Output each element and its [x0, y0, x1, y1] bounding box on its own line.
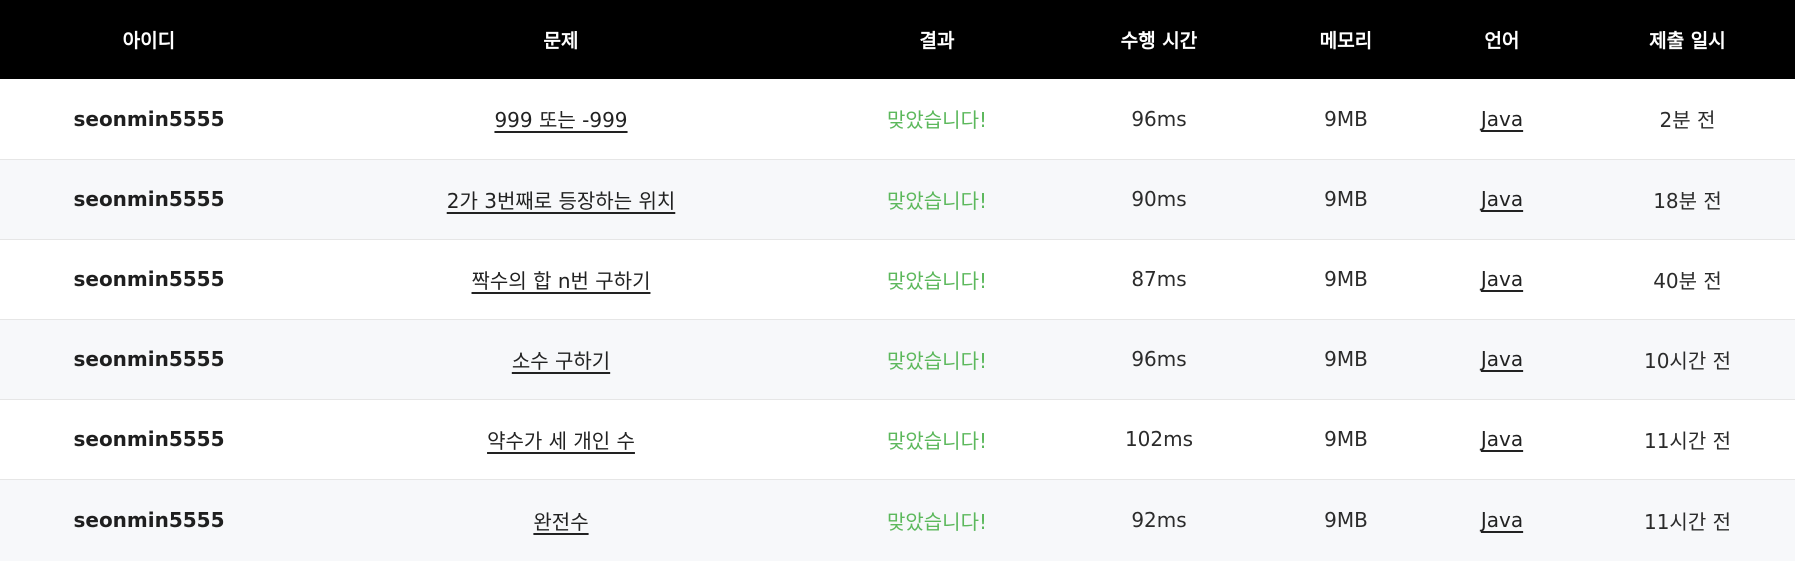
- run-time-cell: 96ms: [1131, 347, 1187, 371]
- submitted-at-cell: 11시간 전: [1643, 428, 1731, 453]
- problem-link[interactable]: 소수 구하기: [511, 348, 611, 373]
- run-time-cell: 87ms: [1131, 267, 1187, 291]
- language-link[interactable]: Java: [1480, 427, 1524, 451]
- problem-cell: 짝수의 합 n번 구하기: [298, 239, 824, 319]
- table-row: seonmin5555 완전수 맞았습니다! 92ms 9MB Java 11시…: [0, 479, 1795, 561]
- submitted-at-cell: 10시간 전: [1643, 348, 1731, 373]
- problem-link[interactable]: 약수가 세 개인 수: [487, 428, 635, 453]
- language-link[interactable]: Java: [1480, 347, 1524, 371]
- header-result: 결과: [919, 30, 955, 52]
- user-id-cell: seonmin5555: [73, 187, 225, 211]
- header-row: 아이디 문제 결과 수행 시간 메모리 언어 제출 일시: [0, 0, 1795, 79]
- problem-link[interactable]: 짝수의 합 n번 구하기: [471, 268, 651, 293]
- language-cell: Java: [1424, 159, 1580, 239]
- submitted-at-cell: 11시간 전: [1643, 509, 1731, 534]
- run-time-cell: 90ms: [1131, 187, 1187, 211]
- result-cell: 맞았습니다!: [886, 428, 988, 453]
- memory-cell: 9MB: [1324, 427, 1368, 451]
- problem-cell: 2가 3번째로 등장하는 위치: [298, 159, 824, 239]
- user-id-cell: seonmin5555: [73, 427, 225, 451]
- header-problem: 문제: [543, 30, 579, 52]
- memory-cell: 9MB: [1324, 187, 1368, 211]
- table-row: seonmin5555 소수 구하기 맞았습니다! 96ms 9MB Java …: [0, 319, 1795, 399]
- run-time-cell: 92ms: [1131, 508, 1187, 533]
- user-id-cell: seonmin5555: [73, 106, 225, 131]
- run-time-cell: 102ms: [1124, 427, 1194, 451]
- header-user-id: 아이디: [122, 30, 176, 52]
- table-body: seonmin5555 999 또는 -999 맞았습니다! 96ms 9MB …: [0, 79, 1795, 561]
- problem-cell: 소수 구하기: [298, 319, 824, 399]
- problem-cell: 999 또는 -999: [298, 79, 824, 159]
- table-row: seonmin5555 2가 3번째로 등장하는 위치 맞았습니다! 90ms …: [0, 159, 1795, 239]
- language-cell: Java: [1424, 319, 1580, 399]
- table-row: seonmin5555 약수가 세 개인 수 맞았습니다! 102ms 9MB …: [0, 399, 1795, 479]
- submitted-at-cell: 40분 전: [1653, 268, 1722, 293]
- problem-link[interactable]: 999 또는 -999: [494, 108, 628, 133]
- header-memory: 메모리: [1319, 30, 1373, 52]
- result-cell: 맞았습니다!: [886, 509, 988, 534]
- language-link[interactable]: Java: [1480, 508, 1524, 533]
- result-cell: 맞았습니다!: [886, 108, 988, 133]
- result-cell: 맞았습니다!: [886, 348, 988, 373]
- submitted-at-cell: 18분 전: [1653, 188, 1722, 213]
- memory-cell: 9MB: [1324, 347, 1368, 371]
- header-run-time: 수행 시간: [1120, 30, 1198, 52]
- memory-cell: 9MB: [1324, 267, 1368, 291]
- user-id-cell: seonmin5555: [73, 347, 225, 371]
- table-header: 아이디 문제 결과 수행 시간 메모리 언어 제출 일시: [0, 0, 1795, 79]
- language-cell: Java: [1424, 479, 1580, 561]
- language-link[interactable]: Java: [1480, 267, 1524, 291]
- language-cell: Java: [1424, 399, 1580, 479]
- language-link[interactable]: Java: [1480, 187, 1524, 211]
- result-cell: 맞았습니다!: [886, 268, 988, 293]
- run-time-cell: 96ms: [1131, 106, 1187, 131]
- header-submitted-at: 제출 일시: [1649, 30, 1726, 52]
- result-cell: 맞았습니다!: [886, 188, 988, 213]
- table-row: seonmin5555 999 또는 -999 맞았습니다! 96ms 9MB …: [0, 79, 1795, 159]
- user-id-cell: seonmin5555: [73, 508, 225, 533]
- language-cell: Java: [1424, 239, 1580, 319]
- language-link[interactable]: Java: [1480, 106, 1524, 131]
- memory-cell: 9MB: [1324, 106, 1368, 131]
- problem-link[interactable]: 2가 3번째로 등장하는 위치: [446, 188, 676, 213]
- memory-cell: 9MB: [1324, 508, 1368, 533]
- submitted-at-cell: 2분 전: [1659, 108, 1716, 133]
- problem-link[interactable]: 완전수: [533, 509, 589, 534]
- header-language: 언어: [1484, 30, 1520, 52]
- language-cell: Java: [1424, 79, 1580, 159]
- table-row: seonmin5555 짝수의 합 n번 구하기 맞았습니다! 87ms 9MB…: [0, 239, 1795, 319]
- problem-cell: 약수가 세 개인 수: [298, 399, 824, 479]
- problem-cell: 완전수: [298, 479, 824, 561]
- user-id-cell: seonmin5555: [73, 267, 225, 291]
